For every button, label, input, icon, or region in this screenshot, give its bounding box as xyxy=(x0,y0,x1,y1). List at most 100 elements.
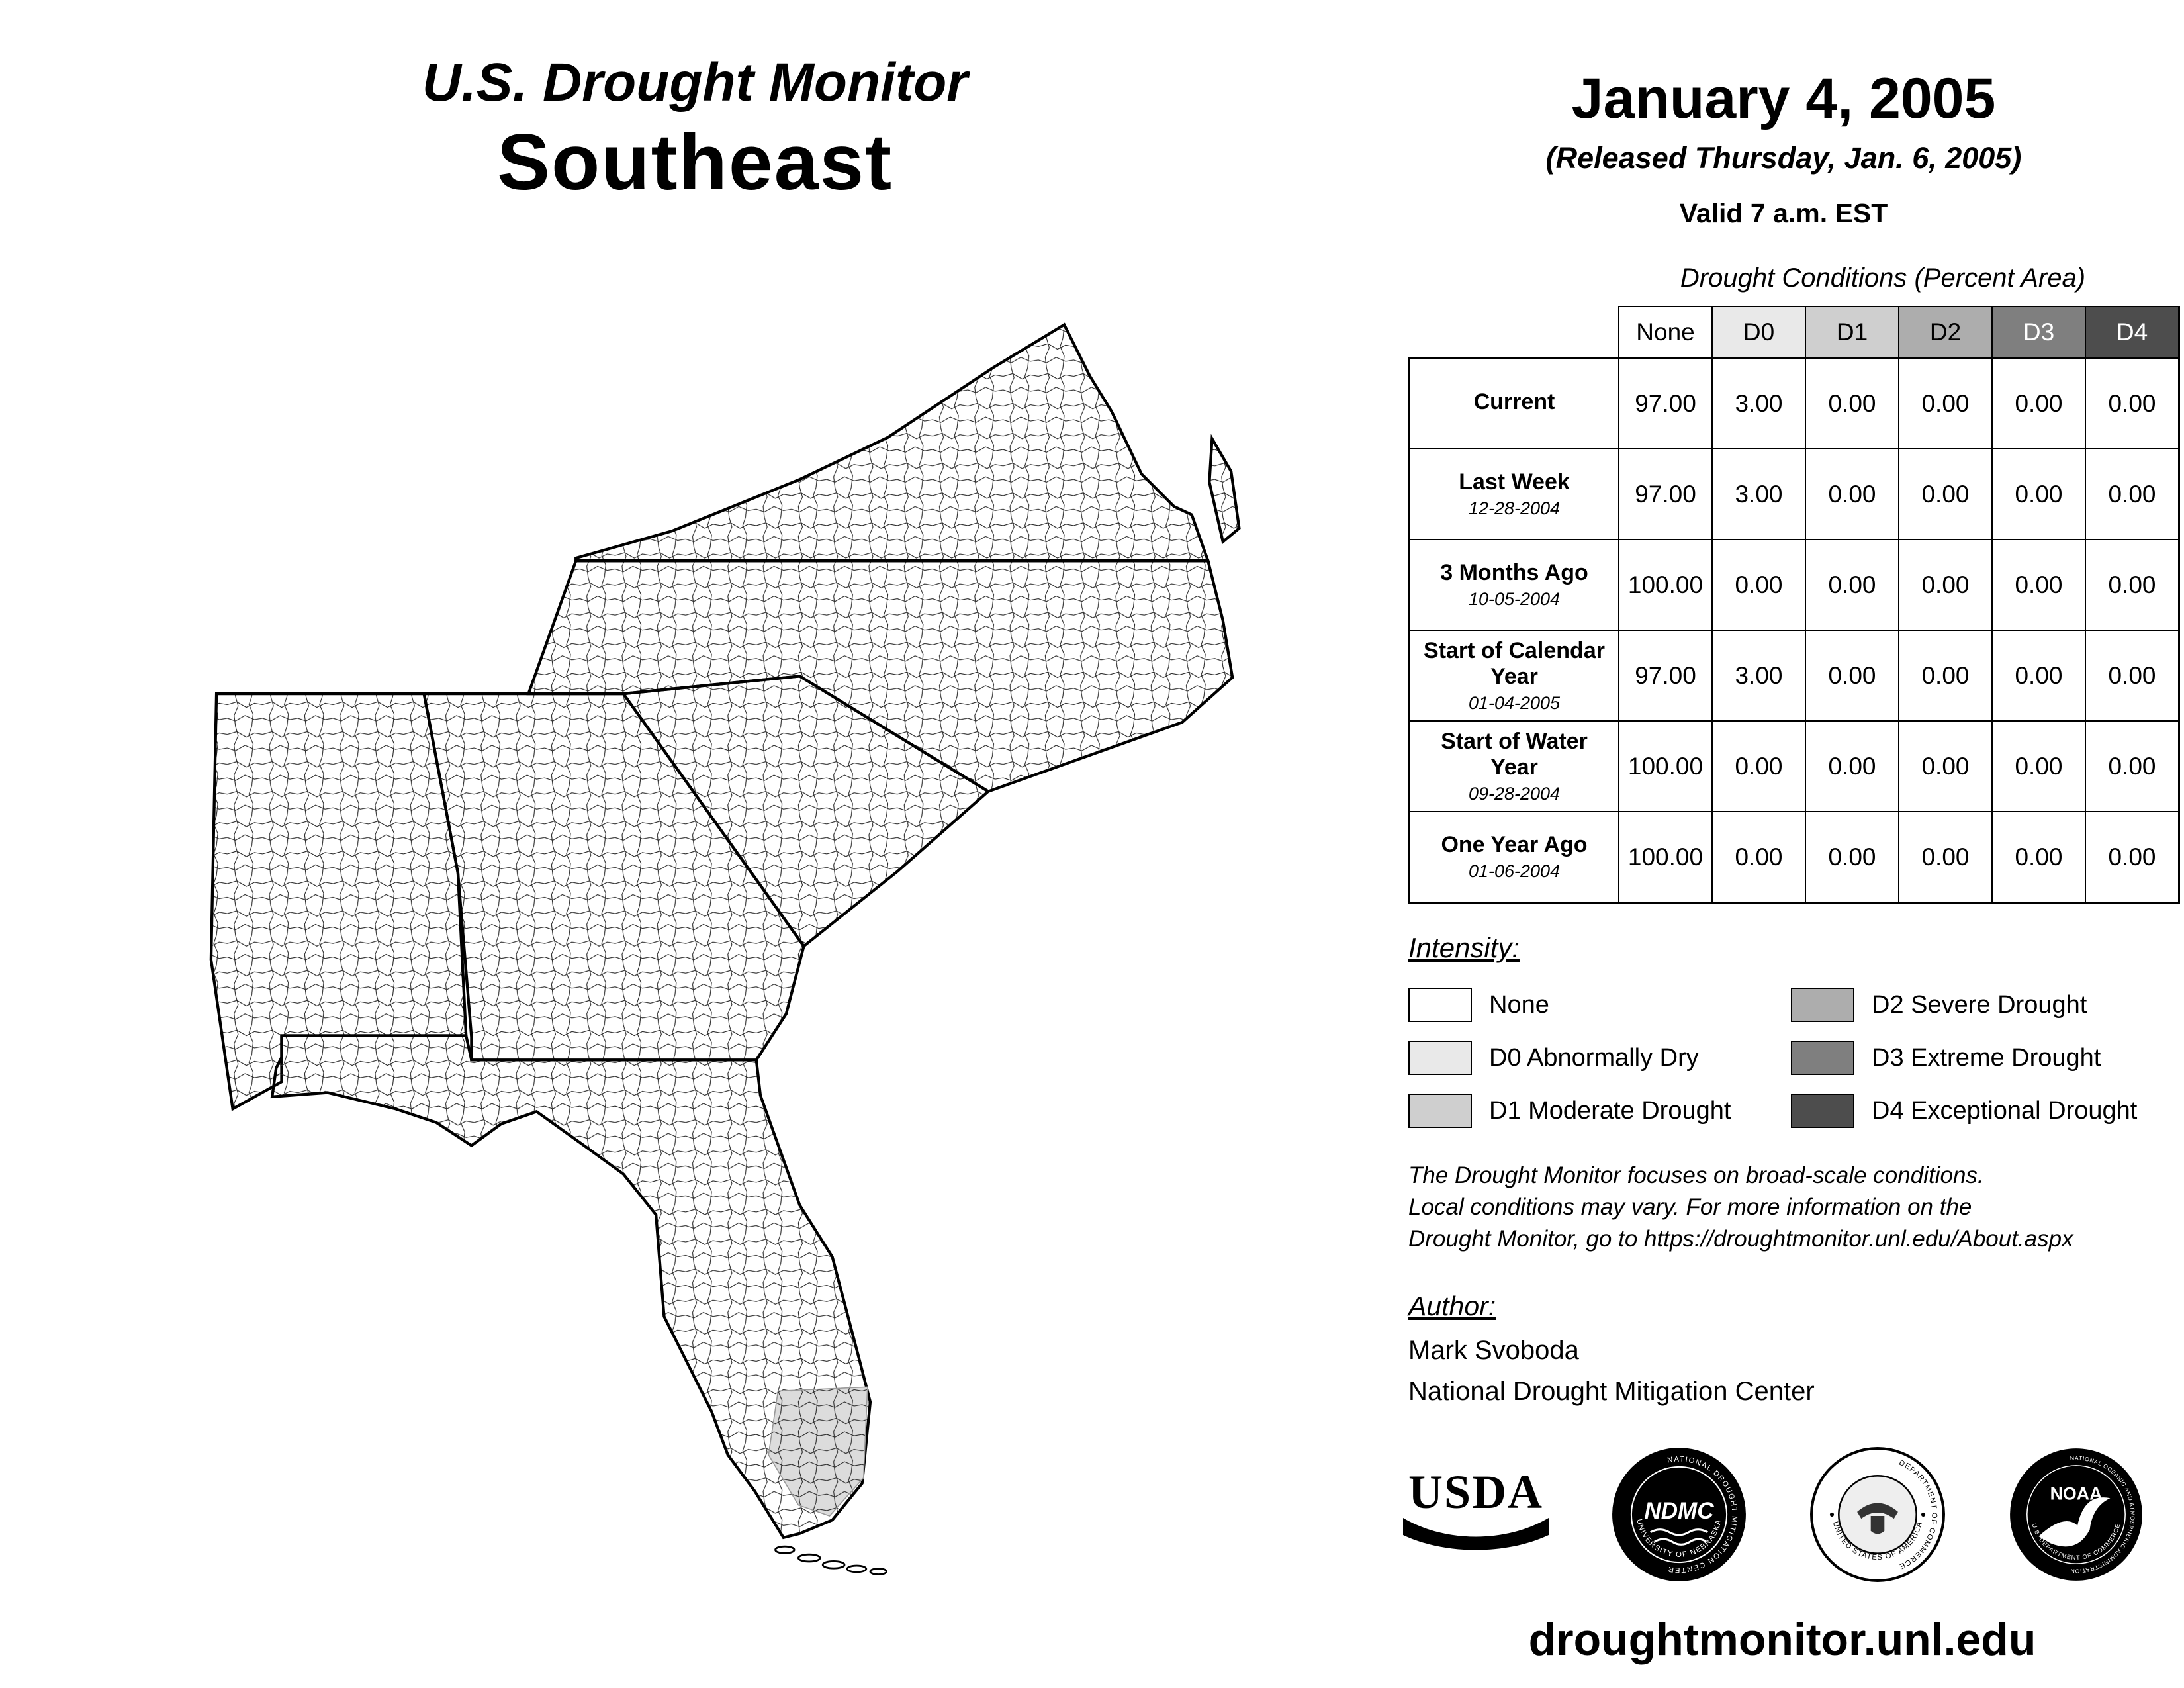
map-date: January 4, 2005 xyxy=(1571,67,1996,130)
table-cell: 0.00 xyxy=(1805,720,1899,812)
legend-swatch-d4 xyxy=(1791,1094,1854,1128)
table-cell: 0.00 xyxy=(1805,357,1899,449)
table-corner xyxy=(1410,306,1619,358)
southeast-drought-map xyxy=(192,308,1277,1601)
table-cell: 3.00 xyxy=(1711,630,1806,722)
table-cell: 0.00 xyxy=(1991,357,2086,449)
row-label-start-water-year: Start of Water Year 09-28-2004 xyxy=(1408,720,1619,812)
disclaimer-line3[interactable]: Drought Monitor, go to https://droughtmo… xyxy=(1408,1226,2073,1252)
logo-row: USDA NATIONAL DROUGHT MITIGATION CENTER … xyxy=(1403,1443,2144,1585)
table-row: Current 97.00 3.00 0.00 0.00 0.00 0.00 xyxy=(1408,357,2180,449)
table-cell: 0.00 xyxy=(1898,448,1993,540)
table-row: Start of Water Year 09-28-2004 100.00 0.0… xyxy=(1408,720,2180,812)
legend-item-none: None xyxy=(1408,978,1731,1031)
region-title: Southeast xyxy=(496,118,893,207)
table-cell: 0.00 xyxy=(1805,448,1899,540)
ndmc-logo: NATIONAL DROUGHT MITIGATION CENTER UNIVE… xyxy=(1612,1447,1746,1581)
county-boundaries xyxy=(211,325,1240,1538)
noaa-logo: NATIONAL OCEANIC AND ATMOSPHERIC ADMINIS… xyxy=(2010,1448,2142,1581)
author-title: Author: xyxy=(1408,1291,1496,1321)
usda-logo: USDA xyxy=(1403,1466,1549,1557)
table-cell: 3.00 xyxy=(1711,357,1806,449)
footer-url[interactable]: droughtmonitor.unl.edu xyxy=(1528,1615,2036,1665)
legend-item-d4: D4 Exceptional Drought xyxy=(1791,1084,2137,1137)
noaa-bird-icon xyxy=(2038,1497,2111,1546)
table-cell: 97.00 xyxy=(1618,448,1713,540)
table-cell: 0.00 xyxy=(2085,539,2180,631)
author-name: Mark Svoboda xyxy=(1408,1336,1579,1365)
usda-wordmark: USDA xyxy=(1408,1466,1544,1519)
column-header-d4: D4 xyxy=(2085,306,2180,359)
doc-eagle-emblem xyxy=(1857,1502,1898,1534)
row-label-last-week: Last Week 12-28-2004 xyxy=(1408,448,1619,540)
table-cell: 0.00 xyxy=(1898,811,1993,904)
valid-time: Valid 7 a.m. EST xyxy=(1679,198,1888,228)
table-cell: 0.00 xyxy=(1898,720,1993,812)
column-header-d3: D3 xyxy=(1991,306,2086,359)
legend-item-d1: D1 Moderate Drought xyxy=(1408,1084,1731,1137)
table-cell: 0.00 xyxy=(1991,630,2086,722)
d0-drought-region-counties xyxy=(768,1386,868,1517)
table-cell: 0.00 xyxy=(1805,811,1899,904)
table-cell: 0.00 xyxy=(1991,811,2086,904)
legend-column-left: None D0 Abnormally Dry D1 Moderate Droug… xyxy=(1408,978,1731,1137)
table-title: Drought Conditions (Percent Area) xyxy=(1680,263,2086,293)
disclaimer-line2: Local conditions may vary. For more info… xyxy=(1408,1194,1972,1220)
table-row: Start of Calendar Year 01-04-2005 97.00 3… xyxy=(1408,630,2180,722)
table-cell: 0.00 xyxy=(1711,811,1806,904)
usda-swoosh-icon xyxy=(1403,1518,1549,1550)
svg-text:NDMC: NDMC xyxy=(1644,1498,1714,1524)
table-cell: 97.00 xyxy=(1618,357,1713,449)
row-label-start-calendar-year: Start of Calendar Year 01-04-2005 xyxy=(1408,630,1619,722)
table-row: 3 Months Ago 10-05-2004 100.00 0.00 0.00 … xyxy=(1408,539,2180,631)
map-svg xyxy=(192,308,1277,1576)
row-label-current: Current xyxy=(1408,357,1619,449)
table-cell: 100.00 xyxy=(1618,811,1713,904)
legend-column-right: D2 Severe Drought D3 Extreme Drought D4 … xyxy=(1791,978,2137,1137)
table-cell: 100.00 xyxy=(1618,720,1713,812)
date-block: January 4, 2005 (Released Thursday, Jan.… xyxy=(1390,66,2177,229)
intensity-title: Intensity: xyxy=(1408,932,1520,963)
florida-keys xyxy=(774,1545,887,1576)
table-cell: 0.00 xyxy=(2085,811,2180,904)
column-header-none: None xyxy=(1618,306,1713,359)
table-cell: 3.00 xyxy=(1711,448,1806,540)
department-of-commerce-seal: DEPARTMENT OF COMMERCE UNITED STATES OF … xyxy=(1810,1446,1945,1582)
table-cell: 0.00 xyxy=(1898,357,1993,449)
table-cell: 0.00 xyxy=(1898,630,1993,722)
author-org: National Drought Mitigation Center xyxy=(1408,1377,1815,1406)
disclaimer-line1: The Drought Monitor focuses on broad-sca… xyxy=(1408,1162,1984,1188)
table-cell: 0.00 xyxy=(1991,539,2086,631)
legend-swatch-d0 xyxy=(1408,1041,1472,1075)
table-cell: 0.00 xyxy=(1898,539,1993,631)
table-cell: 100.00 xyxy=(1618,539,1713,631)
legend-swatch-d1 xyxy=(1408,1094,1472,1128)
table-cell: 0.00 xyxy=(1711,539,1806,631)
legend-item-d0: D0 Abnormally Dry xyxy=(1408,1031,1731,1084)
brand-block: U.S. Drought Monitor Southeast xyxy=(265,52,1125,208)
table-cell: 0.00 xyxy=(2085,630,2180,722)
drought-conditions-table: None D0 D1 D2 D3 D4 Current 97.00 3.00 0… xyxy=(1408,306,2180,904)
table-cell: 97.00 xyxy=(1618,630,1713,722)
table-cell: 0.00 xyxy=(2085,448,2180,540)
released-date: (Released Thursday, Jan. 6, 2005) xyxy=(1545,141,2022,175)
table-cell: 0.00 xyxy=(1991,720,2086,812)
row-label-one-year-ago: One Year Ago 01-06-2004 xyxy=(1408,811,1619,904)
table-cell: 0.00 xyxy=(2085,720,2180,812)
legend-item-d2: D2 Severe Drought xyxy=(1791,978,2137,1031)
column-header-d2: D2 xyxy=(1898,306,1993,359)
table-row: Last Week 12-28-2004 97.00 3.00 0.00 0.00… xyxy=(1408,448,2180,540)
table-cell: 0.00 xyxy=(2085,357,2180,449)
brand-title: U.S. Drought Monitor xyxy=(422,52,968,113)
column-header-d1: D1 xyxy=(1805,306,1899,359)
legend-item-d3: D3 Extreme Drought xyxy=(1791,1031,2137,1084)
table-cell: 0.00 xyxy=(1805,630,1899,722)
table-cell: 0.00 xyxy=(1991,448,2086,540)
table-cell: 0.00 xyxy=(1711,720,1806,812)
table-row: One Year Ago 01-06-2004 100.00 0.00 0.00 … xyxy=(1408,811,2180,904)
legend-swatch-none xyxy=(1408,988,1472,1022)
column-header-d0: D0 xyxy=(1711,306,1806,359)
legend-swatch-d2 xyxy=(1791,988,1854,1022)
disclaimer: The Drought Monitor focuses on broad-sca… xyxy=(1408,1160,2073,1255)
row-label-3-months-ago: 3 Months Ago 10-05-2004 xyxy=(1408,539,1619,631)
